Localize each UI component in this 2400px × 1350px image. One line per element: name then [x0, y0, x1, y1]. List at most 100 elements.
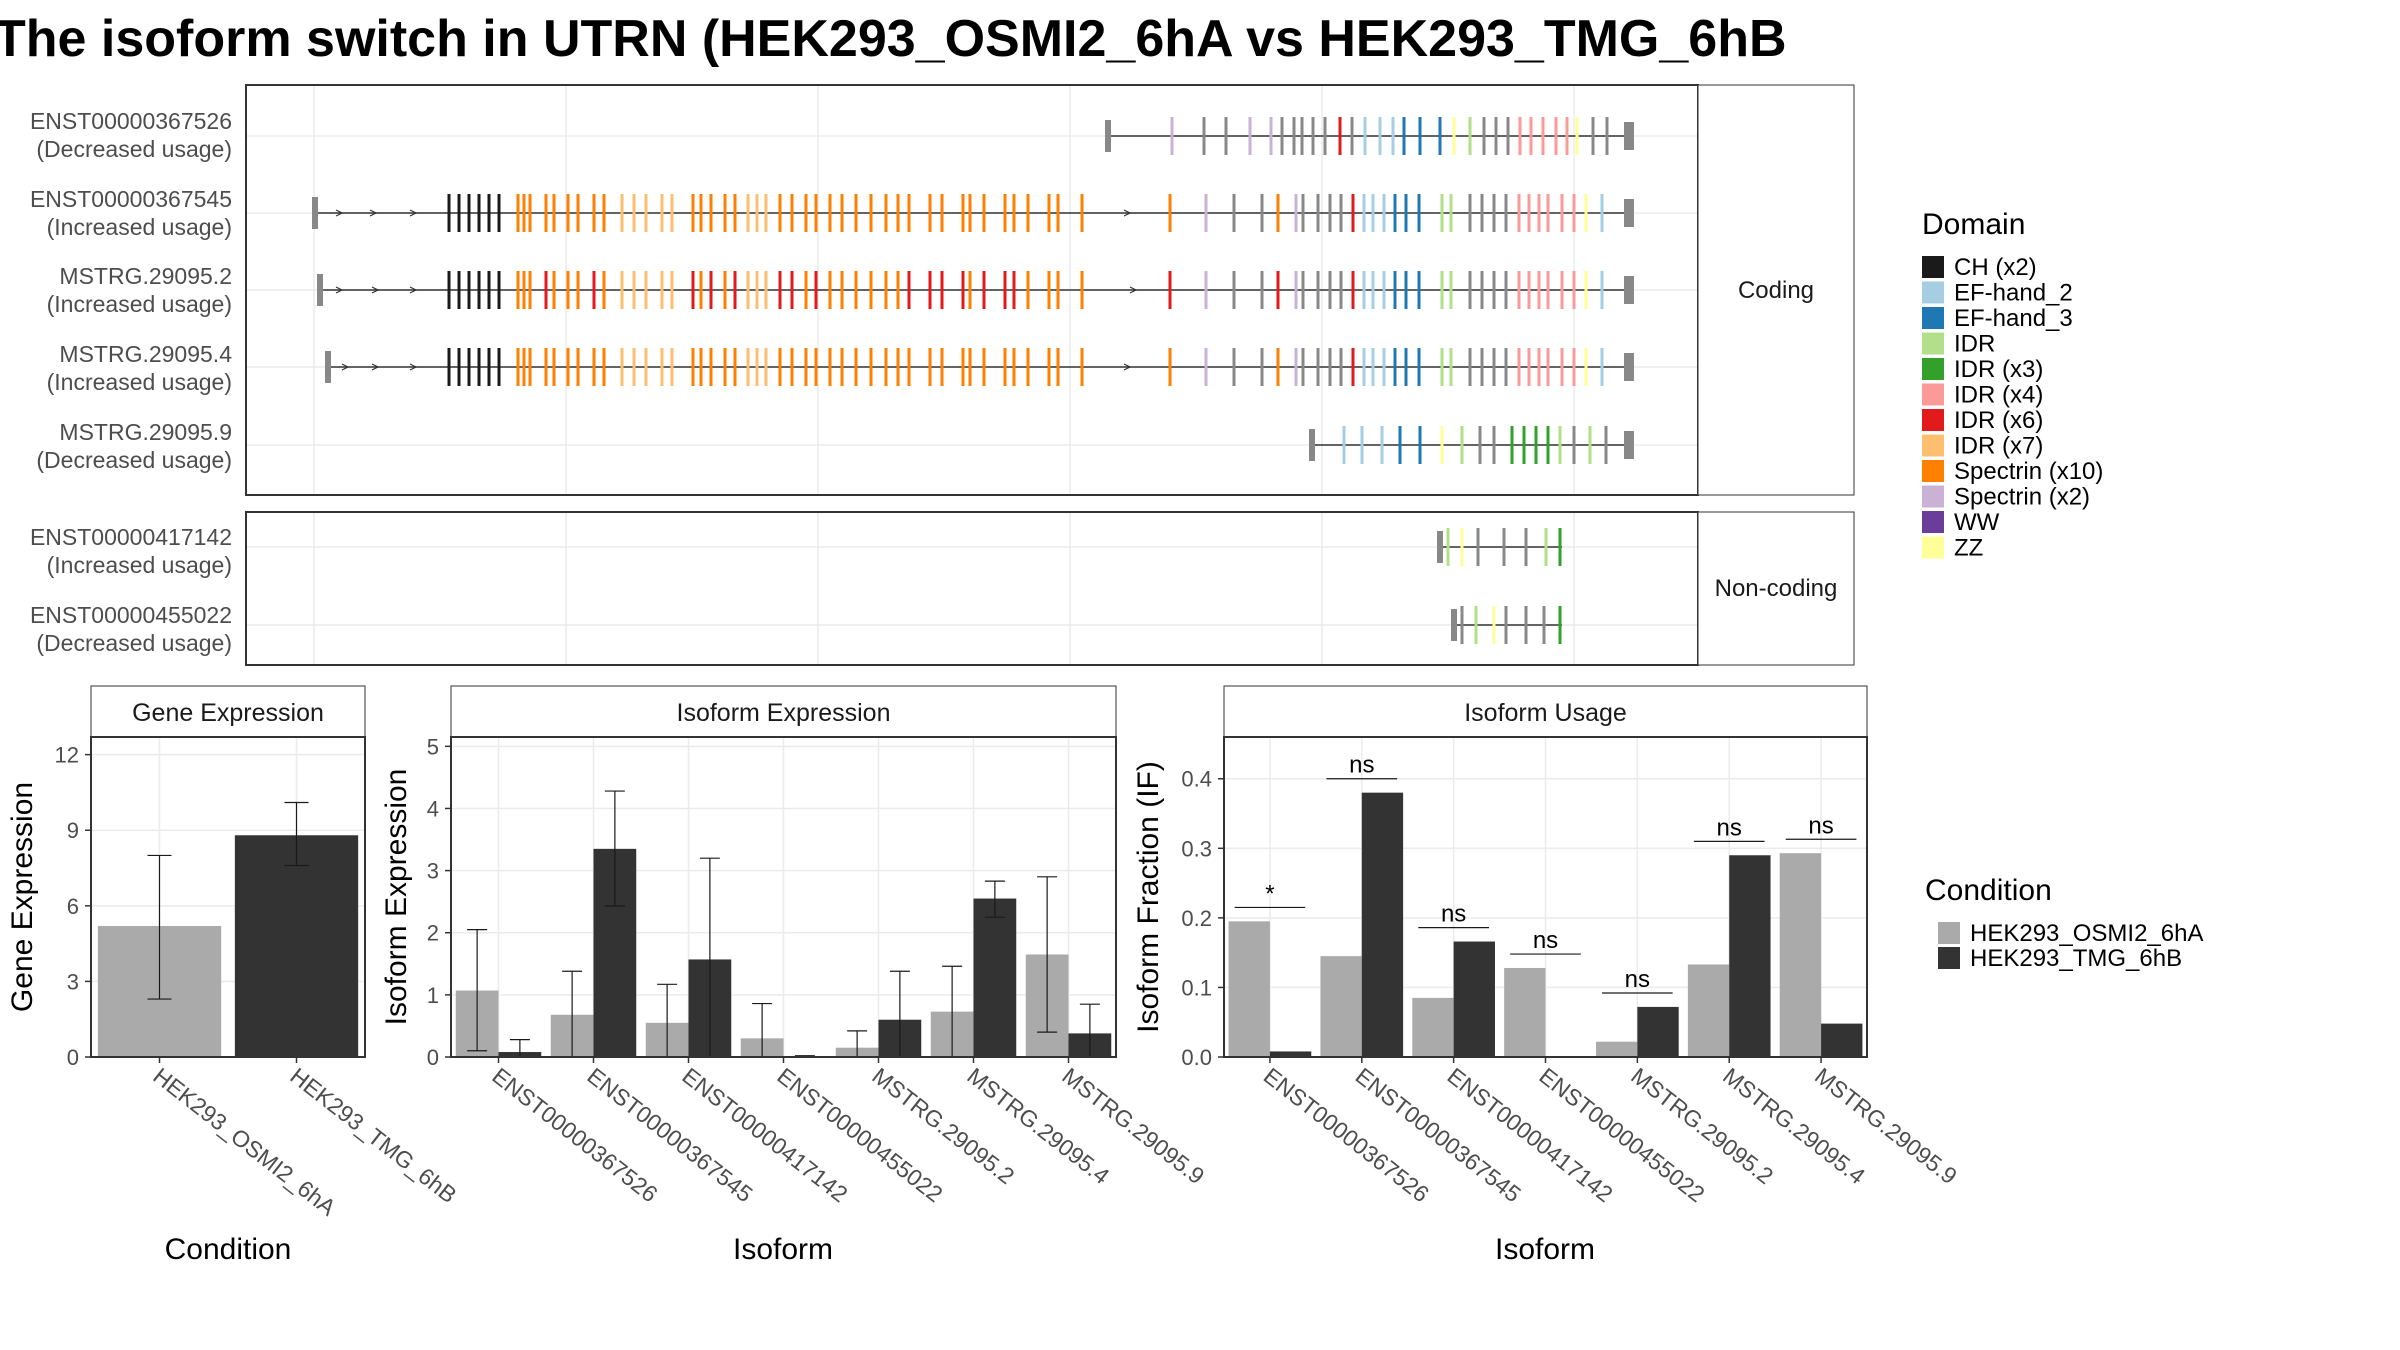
transcript-track: [1451, 606, 1562, 644]
exon: [447, 271, 451, 309]
utr-exon: [1105, 120, 1111, 152]
exon: [709, 348, 713, 386]
exon: [699, 348, 703, 386]
exon: [1362, 271, 1366, 309]
noncoding-strip-label: Non-coding: [1715, 575, 1838, 602]
bar: [1228, 921, 1270, 1057]
exon: [477, 348, 481, 386]
transcript-track: [1309, 426, 1634, 464]
exon: [576, 194, 580, 232]
domain-legend-label: EF-hand_3: [1954, 305, 2073, 332]
exon: [1600, 194, 1604, 232]
exon: [447, 194, 451, 232]
exon: [764, 348, 768, 386]
exon: [1371, 348, 1375, 386]
noncoding-panel-frame: [245, 511, 1699, 666]
coding-strip-label: Coding: [1738, 277, 1814, 304]
exon: [896, 348, 900, 386]
exon: [1560, 348, 1564, 386]
exon: [1232, 348, 1236, 386]
exon: [854, 348, 858, 386]
y-tick-label: 0.1: [1181, 975, 1212, 1000]
exon: [1339, 194, 1343, 232]
transcript-usage-label: (Increased usage): [47, 214, 232, 240]
exon: [1558, 426, 1562, 464]
x-tick-label: ENST00000455022: [772, 1062, 947, 1207]
exon: [1565, 117, 1569, 155]
exon: [552, 271, 556, 309]
panel-strip: [1223, 685, 1868, 738]
panel-frame: [90, 736, 366, 1058]
transcript-id-label: ENST00000367526: [30, 108, 232, 134]
exon: [961, 194, 965, 232]
transcript-track: [1105, 117, 1634, 155]
x-tick-label: ENST00000455022: [1534, 1062, 1709, 1207]
exon: [620, 348, 624, 386]
exon: [814, 271, 818, 309]
exon: [544, 271, 548, 309]
exon: [699, 194, 703, 232]
exon: [746, 348, 750, 386]
y-tick-label: 0.0: [1181, 1045, 1212, 1070]
exon: [1537, 194, 1541, 232]
utr-exon: [317, 274, 323, 306]
exon: [691, 271, 695, 309]
exon: [1323, 117, 1327, 155]
exon: [1504, 194, 1508, 232]
significance-label: ns: [1441, 901, 1466, 928]
exon: [1382, 194, 1386, 232]
bar: [1687, 964, 1730, 1057]
domain-legend-swatch: [1922, 536, 1944, 559]
exon: [1542, 606, 1546, 644]
utr-exon: [1624, 353, 1634, 381]
exon: [447, 348, 451, 386]
domain-legend-swatch: [1922, 358, 1944, 380]
exon: [602, 194, 606, 232]
transcript-structure-panel: Coding Non-coding ENST00000367526(Decrea…: [30, 84, 1855, 666]
exon: [1360, 426, 1364, 464]
exon: [1398, 426, 1402, 464]
exon: [828, 271, 832, 309]
domain-legend-label: IDR (x7): [1954, 433, 2043, 460]
exon: [1524, 606, 1528, 644]
bar: [1729, 855, 1771, 1057]
exon: [1168, 271, 1172, 309]
exon: [869, 348, 873, 386]
utr-exon: [1309, 429, 1315, 461]
domain-legend-label: EF-hand_2: [1954, 280, 2073, 307]
strand-arrow: [1129, 286, 1138, 294]
exon: [928, 348, 932, 386]
exon: [1546, 271, 1550, 309]
exon: [733, 348, 737, 386]
exon: [840, 348, 844, 386]
exon: [968, 194, 972, 232]
exon: [961, 348, 965, 386]
bar: [234, 835, 359, 1057]
y-axis-title: Gene Expression: [6, 782, 39, 1012]
exon: [982, 348, 986, 386]
exon: [733, 194, 737, 232]
exon: [1382, 271, 1386, 309]
exon: [632, 271, 636, 309]
exon: [968, 348, 972, 386]
exon: [907, 348, 911, 386]
exon: [790, 194, 794, 232]
condition-legend-swatch: [1938, 922, 1960, 944]
exon: [566, 271, 570, 309]
exon: [467, 271, 471, 309]
exon: [1524, 528, 1528, 566]
exon: [1378, 117, 1382, 155]
exon: [1476, 528, 1480, 566]
y-tick-label: 1: [427, 983, 439, 1008]
exon: [1294, 271, 1298, 309]
exon: [1478, 426, 1482, 464]
exon: [1056, 348, 1060, 386]
exon: [1362, 348, 1366, 386]
strand-arrow: [335, 286, 344, 294]
exon: [1588, 426, 1592, 464]
exon: [487, 271, 491, 309]
exon: [1460, 528, 1464, 566]
exon: [723, 271, 727, 309]
exon: [1546, 194, 1550, 232]
